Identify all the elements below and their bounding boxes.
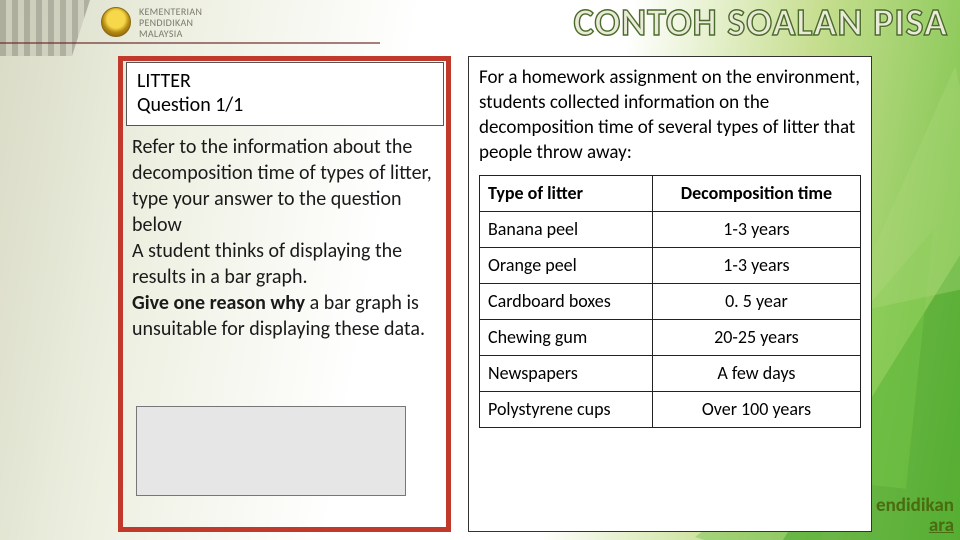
question-text-1: Refer to the information about the decom… — [132, 135, 432, 237]
cell-time: 1-3 years — [652, 212, 860, 248]
info-panel: For a homework assignment on the environ… — [468, 56, 872, 532]
table-header-col1: Type of litter — [480, 176, 653, 212]
cell-time: A few days — [652, 356, 860, 392]
question-text-bold: Give one reason why — [132, 291, 305, 315]
cell-type: Cardboard boxes — [480, 284, 653, 320]
cell-time: 1-3 years — [652, 248, 860, 284]
cell-type: Newspapers — [480, 356, 653, 392]
cell-type: Chewing gum — [480, 320, 653, 356]
table-row: Polystyrene cups Over 100 years — [480, 392, 861, 428]
question-header-box: LITTER Question 1/1 — [126, 62, 444, 126]
table-row: Banana peel 1-3 years — [480, 212, 861, 248]
crest-icon — [101, 7, 131, 37]
ministry-logo-bar: KEMENTERIAN PENDIDIKAN MALAYSIA — [95, 4, 295, 40]
question-text-2: A student thinks of displaying the resul… — [132, 239, 402, 289]
table-row: Chewing gum 20-25 years — [480, 320, 861, 356]
question-title: LITTER — [137, 69, 433, 93]
cell-time: 0. 5 year — [652, 284, 860, 320]
question-body: Refer to the information about the decom… — [126, 134, 444, 342]
ministry-text: KEMENTERIAN PENDIDIKAN MALAYSIA — [139, 6, 202, 39]
footer-line1: endidikan — [876, 496, 954, 516]
page-title: CONTOH SOALAN PISA — [574, 0, 948, 46]
cell-type: Polystyrene cups — [480, 392, 653, 428]
cell-type: Orange peel — [480, 248, 653, 284]
ministry-line: MALAYSIA — [139, 28, 202, 39]
slide: KEMENTERIAN PENDIDIKAN MALAYSIA CONTOH S… — [0, 0, 960, 540]
ministry-line: KEMENTERIAN — [139, 6, 202, 17]
table-row: Cardboard boxes 0. 5 year — [480, 284, 861, 320]
litter-table: Type of litter Decomposition time Banana… — [479, 175, 861, 428]
question-number: Question 1/1 — [137, 93, 433, 117]
info-intro: For a homework assignment on the environ… — [479, 65, 861, 165]
footer-line2: ara — [876, 516, 954, 536]
header-divider — [0, 42, 380, 44]
cell-time: Over 100 years — [652, 392, 860, 428]
ministry-line: PENDIDIKAN — [139, 17, 202, 28]
building-graphic — [0, 0, 90, 56]
table-header-col2: Decomposition time — [652, 176, 860, 212]
footer-text: endidikan ara — [876, 496, 954, 536]
cell-time: 20-25 years — [652, 320, 860, 356]
cell-type: Banana peel — [480, 212, 653, 248]
answer-input[interactable] — [136, 406, 406, 496]
table-row: Orange peel 1-3 years — [480, 248, 861, 284]
table-row: Newspapers A few days — [480, 356, 861, 392]
